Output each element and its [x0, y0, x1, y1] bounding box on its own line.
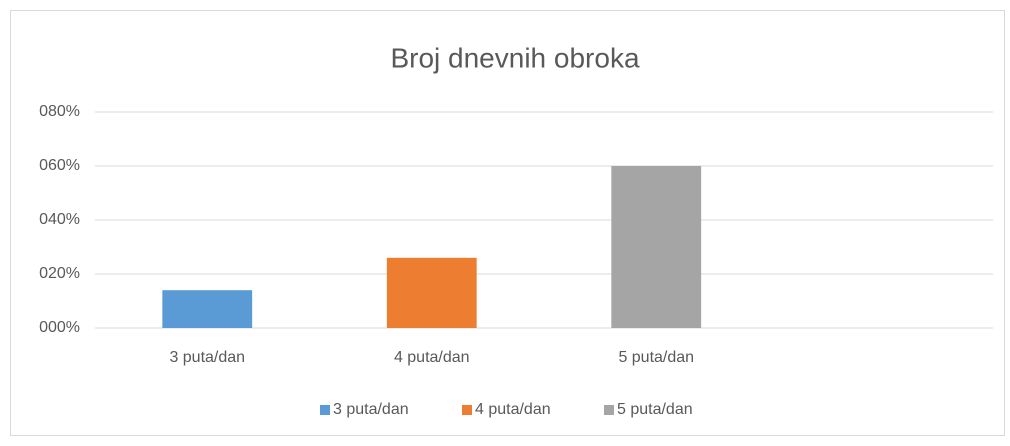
y-tick-label: 020%	[39, 265, 80, 282]
y-tick-label: 080%	[39, 103, 80, 120]
legend-label: 5 puta/dan	[617, 401, 693, 418]
x-tick-label: 5 puta/dan	[618, 349, 694, 366]
x-tick-label: 3 puta/dan	[169, 349, 245, 366]
legend-label: 3 puta/dan	[333, 401, 409, 418]
y-tick-label: 040%	[39, 211, 80, 228]
bar	[611, 166, 702, 328]
bar	[386, 257, 477, 328]
y-tick-label: 000%	[39, 319, 80, 336]
y-tick-label: 060%	[39, 157, 80, 174]
x-tick-label: 4 puta/dan	[394, 349, 470, 366]
bar	[162, 290, 253, 328]
chart-title: Broj dnevnih obroka	[390, 42, 639, 73]
chart-border	[10, 10, 1005, 436]
legend-label: 4 puta/dan	[475, 401, 551, 418]
legend-swatch	[604, 405, 614, 415]
legend-swatch	[462, 405, 472, 415]
legend-swatch	[320, 405, 330, 415]
